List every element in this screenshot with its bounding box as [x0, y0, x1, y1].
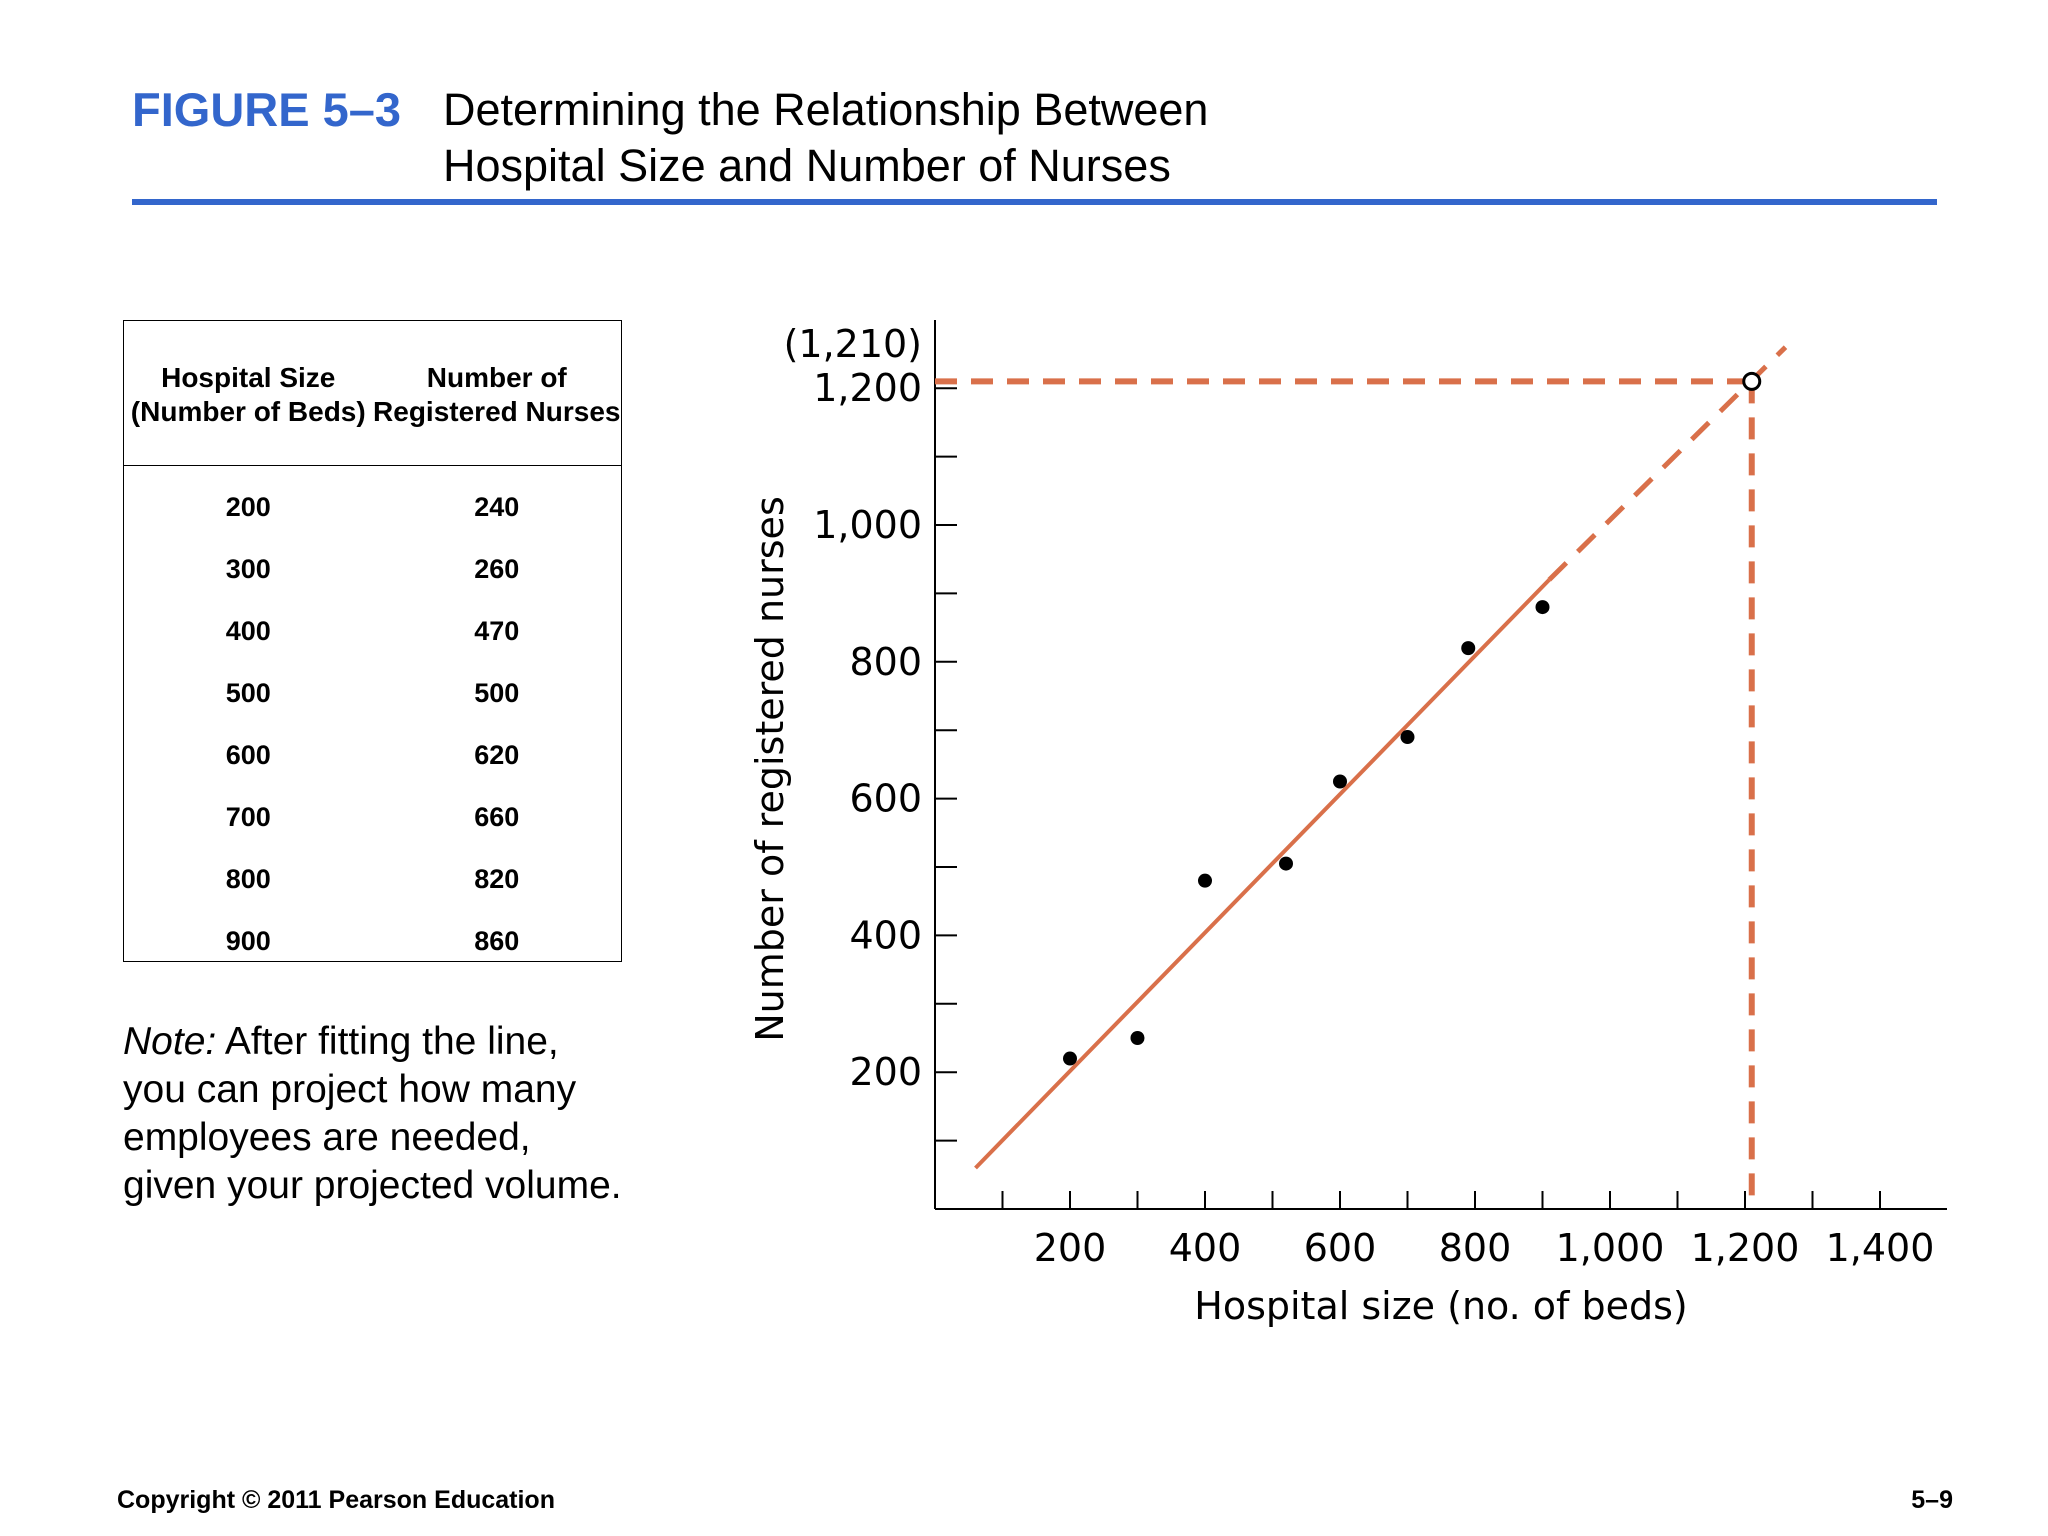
cell-nurses: 660: [474, 801, 520, 832]
cell-beds: 300: [225, 553, 271, 584]
copyright-text: Copyright © 2011 Pearson Education: [117, 1486, 555, 1514]
data-table: Hospital Size (Number of Beds) Number of…: [123, 320, 622, 962]
note-lead: Note:: [123, 1020, 217, 1063]
data-point: [1198, 873, 1212, 888]
figure-label: FIGURE 5–3: [132, 83, 402, 136]
y-tick-label: 800: [849, 640, 922, 684]
y-tick-label: 1,200: [813, 366, 922, 410]
chart-layer: 200 400 600 800 1,000 1,200 200 400 600 800 1,000 1…: [813, 320, 1947, 1270]
data-point: [1461, 641, 1476, 656]
cell-nurses: 620: [474, 739, 520, 770]
column-header-nurses-line-3: Nurses: [525, 396, 621, 427]
table-row: 900 860: [124, 910, 621, 972]
cell-beds: 600: [225, 739, 271, 770]
title-rule: [132, 199, 1937, 205]
y-tick-label: 600: [849, 777, 922, 821]
table-row: 500 500: [124, 662, 621, 724]
column-header-beds-line-2: (Number: [130, 396, 246, 427]
x-tick-label: 1,200: [1691, 1226, 1800, 1270]
projection-label: (1,210): [784, 322, 922, 366]
figure-title: Determining the Relationship Between Hos…: [443, 82, 1208, 194]
data-point: [1400, 730, 1415, 745]
x-axis-label: Hospital size (no. of beds): [1194, 1284, 1687, 1328]
column-header-nurses-line-1: Number of: [426, 362, 567, 393]
cell-beds: 400: [225, 615, 271, 646]
note-line-1: After fitting the line,: [216, 1020, 559, 1063]
cell-beds: 700: [225, 801, 271, 832]
table-body: 200 240 300 260 400 470 500 500 600 620 700 66…: [124, 466, 621, 972]
y-tick-label: 200: [849, 1050, 922, 1094]
x-tick-label: 200: [1034, 1226, 1107, 1270]
data-point: [1130, 1031, 1145, 1045]
data-point: [1279, 856, 1293, 871]
table-row: 200 240: [124, 476, 621, 538]
cell-nurses: 260: [474, 553, 520, 584]
column-header-beds: Hospital Size (Number of Beds): [124, 321, 373, 465]
fit-line-dashed: [1547, 345, 1788, 582]
projection-point: [1742, 371, 1762, 391]
table-row: 800 820: [124, 848, 621, 910]
table-header: Hospital Size (Number of Beds) Number of…: [124, 321, 621, 466]
cell-beds: 900: [225, 925, 271, 956]
figure-title-line-2: Hospital Size and Number of Nurses: [443, 140, 1171, 191]
note-line-3: employees are needed,: [123, 1116, 531, 1159]
column-header-beds-line-1: Hospital Size: [161, 362, 336, 393]
cell-beds: 500: [225, 677, 271, 708]
cell-nurses: 470: [474, 615, 520, 646]
y-axis-label: Number of registered nurses: [748, 496, 792, 1042]
cell-nurses: 820: [474, 863, 520, 894]
cell-nurses: 240: [474, 491, 520, 522]
y-tick-label: 1,000: [813, 503, 922, 547]
figure-title-line-1: Determining the Relationship Between: [443, 84, 1209, 135]
y-tick-label: 400: [849, 913, 922, 957]
note-line-2: you can project how many: [123, 1068, 577, 1111]
x-tick-label: 1,000: [1556, 1226, 1665, 1270]
x-tick-label: 600: [1304, 1226, 1377, 1270]
cell-nurses: 860: [474, 925, 520, 956]
x-tick-label: 800: [1439, 1226, 1512, 1270]
x-tick-label: 400: [1169, 1226, 1242, 1270]
column-header-beds-line-3: of Beds): [253, 396, 366, 427]
table-row: 700 660: [124, 786, 621, 848]
cell-beds: 800: [225, 863, 271, 894]
cell-beds: 200: [225, 491, 271, 522]
table-row: 600 620: [124, 724, 621, 786]
note-line-4: given your projected volume.: [123, 1164, 622, 1207]
table-row: 400 470: [124, 600, 621, 662]
table-row: 300 260: [124, 538, 621, 600]
column-header-nurses: Number of Registered Nurses: [373, 321, 622, 465]
data-point: [1333, 774, 1347, 789]
fit-line-solid: [974, 578, 1551, 1170]
page-number: 5–9: [1911, 1486, 1953, 1514]
x-tick-label: 1,400: [1826, 1226, 1935, 1270]
column-header-nurses-line-2: Registered: [373, 396, 518, 427]
data-point: [1063, 1051, 1077, 1066]
cell-nurses: 500: [474, 677, 520, 708]
data-point: [1535, 600, 1550, 615]
note: Note: After fitting the line, you can pr…: [123, 1018, 683, 1210]
